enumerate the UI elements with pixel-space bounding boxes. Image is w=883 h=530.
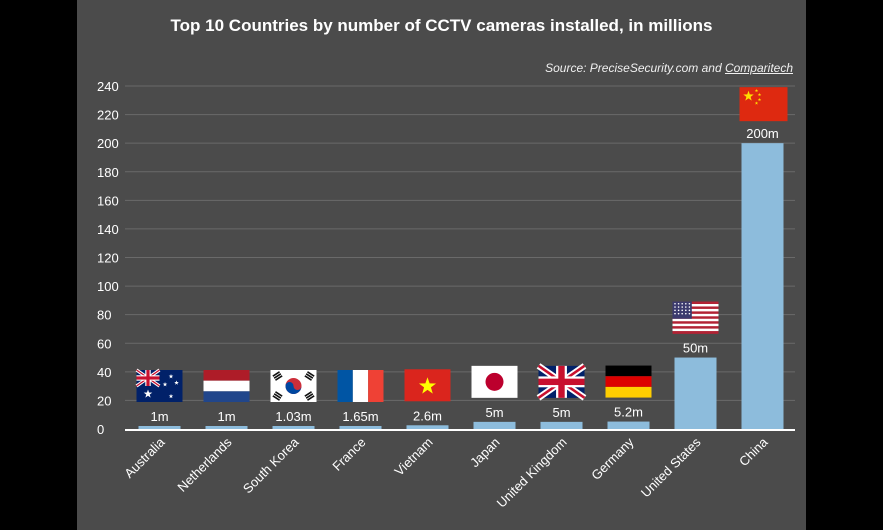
y-tick-label: 100 — [97, 279, 119, 294]
flag-south-korea-icon — [270, 370, 317, 402]
y-tick-label: 240 — [97, 79, 119, 94]
chart-title: Top 10 Countries by number of CCTV camer… — [170, 16, 713, 35]
flag-united-states-icon — [672, 301, 719, 334]
y-tick-label: 80 — [97, 308, 111, 323]
x-tick-label: Japan — [467, 435, 503, 471]
x-tick-label: Vietnam — [391, 435, 435, 479]
flag-france-icon — [337, 370, 384, 402]
source-text: Source: PreciseSecurity.com and — [545, 61, 725, 75]
y-tick-label: 220 — [97, 108, 119, 123]
flag-china-icon — [739, 87, 788, 122]
x-tick-label: Australia — [121, 434, 168, 481]
bar — [406, 425, 449, 429]
y-tick-label: 20 — [97, 393, 111, 408]
data-label: 5m — [552, 405, 570, 420]
y-tick-label: 140 — [97, 222, 119, 237]
bar — [607, 421, 650, 429]
x-tick-label: China — [736, 434, 771, 469]
bar — [473, 421, 516, 429]
y-tick-label: 160 — [97, 193, 119, 208]
data-label: 5.2m — [614, 405, 643, 420]
data-label: 1.65m — [342, 409, 378, 424]
x-tick-label: Germany — [588, 434, 637, 483]
y-tick-label: 0 — [97, 422, 104, 437]
bar — [205, 426, 248, 429]
data-label: 1.03m — [275, 409, 311, 424]
x-tick-label: France — [329, 435, 368, 474]
data-label: 1m — [217, 409, 235, 424]
y-tick-label: 60 — [97, 336, 111, 351]
y-tick-label: 200 — [97, 136, 119, 151]
flag-netherlands-icon — [203, 370, 250, 402]
y-tick-label: 120 — [97, 251, 119, 266]
data-label: 1m — [150, 409, 168, 424]
y-tick-label: 40 — [97, 365, 111, 380]
bar — [138, 426, 181, 429]
source-link[interactable]: Comparitech — [724, 61, 793, 75]
data-label: 2.6m — [413, 408, 442, 423]
flag-germany-icon — [605, 365, 652, 398]
flag-united-kingdom-icon — [536, 363, 587, 401]
flag-australia-icon — [135, 368, 183, 402]
bar — [741, 143, 784, 429]
data-label: 200m — [746, 126, 779, 141]
data-label: 50m — [683, 341, 708, 356]
bar — [674, 357, 717, 429]
x-tick-label: South Korea — [240, 434, 302, 496]
chart-frame: Top 10 Countries by number of CCTV camer… — [77, 0, 806, 530]
x-tick-label: Netherlands — [174, 434, 235, 495]
bar — [339, 426, 382, 429]
y-tick-label: 180 — [97, 165, 119, 180]
chart-source: Source: PreciseSecurity.com and Comparit… — [545, 61, 793, 75]
x-tick-label: United States — [638, 434, 704, 500]
flag-vietnam-icon — [404, 369, 451, 402]
x-tick-label: United Kingdom — [494, 435, 570, 511]
bar — [272, 426, 315, 429]
flag-japan-icon — [471, 365, 518, 398]
bar — [540, 421, 583, 429]
data-label: 5m — [485, 405, 503, 420]
